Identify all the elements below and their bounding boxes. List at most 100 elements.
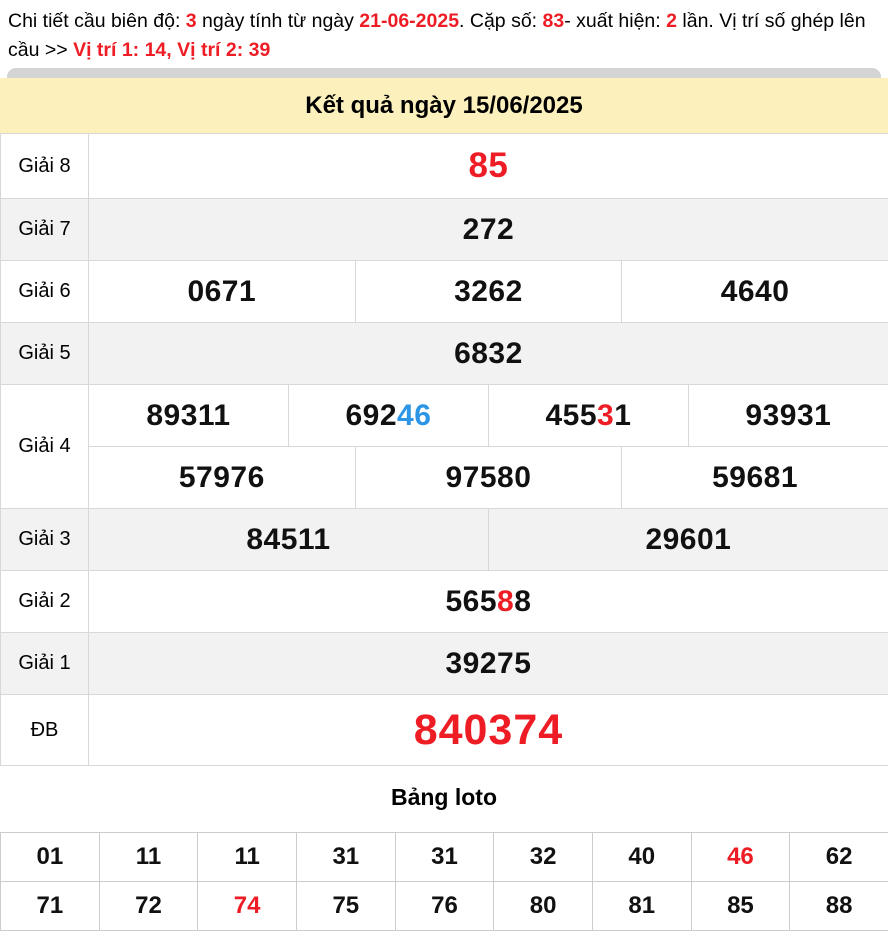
cau-detail-segment: 3 [185, 10, 197, 32]
prize-number: 45531 [487, 384, 689, 447]
prize-number: 39275 [88, 632, 888, 695]
prize-label: Giải 7 [0, 198, 89, 261]
prize-number: 93931 [687, 384, 888, 447]
prize-number-part: 272 [462, 212, 515, 246]
loto-number: 81 [628, 892, 656, 919]
loto-cell: 81 [591, 881, 692, 931]
prize-number-part: 85 [468, 146, 509, 185]
loto-number: 85 [727, 892, 754, 919]
prize-number: 84511 [88, 508, 489, 571]
prize-label: ĐB [0, 694, 89, 766]
result-date-title: Kết quả ngày 15/06/2025 [0, 78, 888, 133]
prize-number: 69246 [287, 384, 489, 447]
cau-detail-segment: Vị trí 1: 14, Vị trí 2: 39 [73, 39, 271, 61]
loto-cell: 31 [295, 832, 396, 882]
prize-number-part: 29601 [645, 522, 732, 556]
prize-label: Giải 2 [0, 570, 89, 633]
loto-number: 11 [135, 843, 162, 870]
loto-number: 31 [431, 843, 458, 870]
prize-number-part: 1 [614, 398, 632, 432]
prize-row-g4-1: Giải 4 89311 69246 45531 93931 [0, 384, 888, 509]
loto-number: 72 [135, 892, 162, 919]
prize-label: Giải 3 [0, 508, 89, 571]
cau-detail-text: Chi tiết cầu biên độ: 3 ngày tính từ ngà… [0, 0, 888, 65]
prize-number-part: 4640 [720, 274, 790, 308]
loto-row: 01 11 11 31 31 32 40 46 62 [0, 832, 888, 882]
prize-number: 6832 [88, 322, 888, 385]
cau-detail-segment: . Cặp số: [459, 10, 543, 32]
prize-number-part: 565 [445, 584, 498, 618]
loto-cell: 11 [98, 832, 199, 882]
prize-row-g3: Giải 3 84511 29601 [0, 508, 888, 571]
prize-number-part: 3 [597, 398, 615, 432]
loto-number: 62 [825, 843, 853, 870]
prize-number-part: 455 [545, 398, 598, 432]
prize-number: 4640 [621, 260, 888, 323]
prize-number: 97580 [354, 446, 623, 509]
prize-row-db: ĐB 840374 [0, 694, 888, 766]
prize-number: 59681 [621, 446, 888, 509]
loto-cell: 01 [0, 832, 100, 882]
prize-row-g2: Giải 2 56588 [0, 570, 888, 633]
prize-row-g6: Giải 6 0671 3262 4640 [0, 260, 888, 323]
loto-cell: 31 [394, 832, 495, 882]
loto-cell: 46 [690, 832, 791, 882]
loto-cell: 75 [295, 881, 396, 931]
prize-number: 89311 [88, 384, 289, 447]
prize-number-part: 57976 [178, 460, 265, 494]
prize-number-part: 3262 [454, 274, 523, 308]
loto-cell: 72 [98, 881, 199, 931]
prize-table: Giải 8 85 Giải 7 272 Giải 6 0671 3262 46… [0, 133, 888, 766]
loto-title: Bảng loto [390, 784, 498, 810]
loto-number: 74 [233, 892, 261, 919]
prize-number-part: 840374 [413, 705, 564, 754]
loto-cell: 74 [197, 881, 297, 931]
prize-number-part: 46 [397, 398, 432, 432]
prize-number-part: 692 [345, 398, 398, 432]
prize-number-part: 39275 [445, 646, 532, 680]
loto-cell: 40 [591, 832, 692, 882]
cau-detail-segment: - xuất hiện: [564, 10, 667, 32]
prize-number: 840374 [88, 694, 888, 766]
loto-number: 76 [431, 892, 458, 919]
prize-row-g8: Giải 8 85 [0, 133, 888, 199]
loto-cell: 62 [789, 832, 888, 882]
loto-number: 75 [332, 892, 360, 919]
prize-number-part: 89311 [146, 398, 231, 432]
divider-bar [7, 68, 881, 78]
loto-number: 01 [36, 843, 64, 870]
prize-number-part: 0671 [187, 274, 257, 308]
prize-number-part: 59681 [712, 460, 799, 494]
loto-number: 88 [825, 892, 853, 919]
prize-number: 85 [88, 133, 888, 199]
prize-number: 57976 [88, 446, 356, 509]
loto-number: 11 [234, 843, 260, 870]
prize-number-part: 84511 [246, 522, 331, 556]
prize-number-part: 8 [514, 584, 532, 618]
prize-label: Giải 4 [0, 384, 89, 509]
loto-number: 40 [628, 843, 656, 870]
prize-label: Giải 8 [0, 133, 89, 199]
prize-number: 3262 [354, 260, 623, 323]
loto-number: 32 [529, 843, 557, 870]
prize-number-part: 97580 [445, 460, 532, 494]
prize-number: 0671 [88, 260, 356, 323]
prize-number: 29601 [487, 508, 888, 571]
loto-cell: 32 [493, 832, 593, 882]
prize-number-part: 93931 [745, 398, 832, 432]
prize-number: 272 [88, 198, 888, 261]
loto-number: 71 [36, 892, 64, 919]
loto-cell: 76 [394, 881, 495, 931]
loto-number: 46 [727, 843, 754, 870]
prize-number-part: 6832 [454, 336, 523, 370]
prize-number-part: 8 [497, 584, 515, 618]
prize-label: Giải 5 [0, 322, 89, 385]
cau-detail-segment: 2 [666, 10, 677, 32]
loto-number: 31 [332, 843, 360, 870]
prize-number: 56588 [88, 570, 888, 633]
cau-detail-segment: Chi tiết cầu biên độ: [8, 10, 186, 32]
cau-detail-segment: 21-06-2025 [359, 10, 460, 32]
loto-cell: 88 [789, 881, 888, 931]
prize-row-g5: Giải 5 6832 [0, 322, 888, 385]
loto-row: 71 72 74 75 76 80 81 85 88 [0, 881, 888, 931]
